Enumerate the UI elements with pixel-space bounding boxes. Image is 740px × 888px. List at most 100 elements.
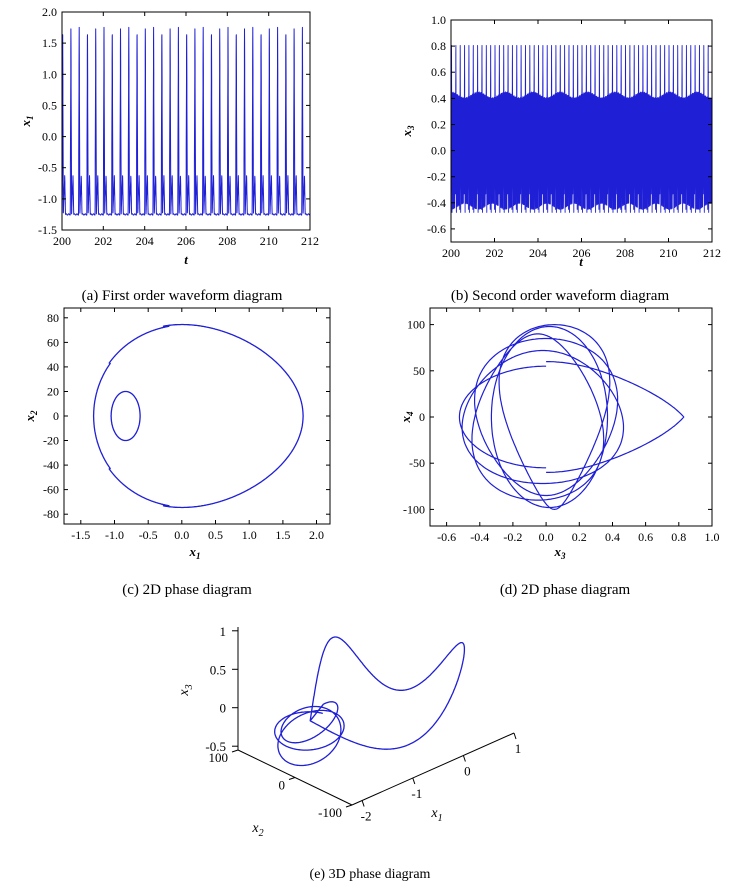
panel-b-xtick-label: 204: [529, 246, 547, 260]
panel-d-ytick-label: -100: [403, 502, 425, 516]
panel-d-xtick-label: 0.0: [539, 530, 554, 544]
panel-c-ytick-label: -80: [43, 507, 59, 521]
panel-b-trace: [450, 45, 713, 213]
panel-c-ytick-label: 40: [47, 360, 59, 374]
panel-e-trace: [274, 636, 466, 767]
panel-a-ytick-label: 0.5: [42, 98, 57, 112]
panel-c: -1.5 -1.0 -0.5 0.0 0.5 1.0 1.5 2.0 -80 -60 -40 -20 0…: [22, 307, 331, 598]
panel-d-ytick-label: 100: [407, 318, 425, 332]
panel-e-caption: (e) 3D phase diagram: [310, 867, 431, 882]
panel-a-xtick-label: 210: [260, 234, 278, 248]
panel-b-ytick-label: 0.6: [431, 65, 446, 79]
panel-b-xtick-label: 200: [442, 246, 460, 260]
panel-a-ytick-label: 0.0: [42, 130, 57, 144]
panel-e-ytick-label: 0: [279, 778, 286, 793]
panel-b-ticks: 200 202 204 206 208 210 212 -0.6 -0.4 -0.2 0.0 0.2 0…: [427, 13, 721, 260]
panel-a-caption: (a) First order waveform diagram: [82, 288, 283, 304]
panel-b-xlabel: t: [579, 254, 583, 269]
panel-d-ytick-label: 0: [419, 410, 425, 424]
panel-e-xtick-label: -1: [411, 786, 422, 801]
panel-c-ylabel: x2: [22, 410, 39, 423]
panel-b-xtick-label: 210: [660, 246, 678, 260]
panel-c-xtick-label: 0.0: [174, 528, 189, 542]
panel-c-caption: (c) 2D phase diagram: [122, 582, 252, 598]
panel-d-ticks: -0.6 -0.4 -0.2 0.0 0.2 0.4 0.6 0.8 1.0 -100 -50 0 50…: [403, 308, 720, 544]
panel-d-ytick-label: 50: [413, 364, 425, 378]
panel-a-ylabel: x1: [18, 116, 35, 128]
panel-e-ylabel: x2: [251, 821, 263, 839]
panel-c-ticks: -1.5 -1.0 -0.5 0.0 0.5 1.0 1.5 2.0 -80 -60 -40 -20 0…: [43, 308, 330, 542]
panel-c-xtick-label: -1.5: [71, 528, 90, 542]
panel-a-xtick-label: 204: [136, 234, 154, 248]
panel-e-xtick-mark: [462, 755, 466, 762]
panel-b-ylabel: x3: [399, 125, 416, 138]
panel-c-ytick-label: -20: [43, 434, 59, 448]
panel-a-xtick-label: 208: [218, 234, 236, 248]
panel-b-ytick-label: 0.4: [431, 91, 446, 105]
panel-d-xtick-label: 1.0: [705, 530, 720, 544]
panel-d-xtick-label: -0.6: [437, 530, 456, 544]
panel-b-xtick-label: 206: [573, 246, 591, 260]
panel-c-ytick-label: 80: [47, 311, 59, 325]
panel-c-xtick-label: 0.5: [208, 528, 223, 542]
panel-a-xlabel: t: [184, 252, 188, 267]
panel-d-xtick-label: 0.2: [572, 530, 587, 544]
panel-d-ylabel: x4: [398, 411, 415, 424]
panel-e-ytick-label: -100: [318, 805, 342, 820]
panel-b-ytick-label: 0.2: [431, 118, 446, 132]
panel-c-xlabel: x1: [189, 544, 201, 561]
panel-d-xlabel: x3: [554, 544, 567, 561]
panel-e-x-axis: [351, 732, 515, 806]
panel-e-xtick-label: -2: [361, 809, 372, 824]
panel-d-trace: [458, 324, 685, 510]
panel-c-xtick-label: 2.0: [309, 528, 324, 542]
panel-e-xtick-mark: [361, 800, 365, 807]
panel-b-ytick-label: 0.0: [431, 144, 446, 158]
panel-a-ytick-label: -0.5: [38, 161, 57, 175]
panel-b-ytick-label: -0.2: [427, 170, 446, 184]
panel-c-xtick-label: -0.5: [139, 528, 158, 542]
panel-c-ytick-label: -40: [43, 458, 59, 472]
panel-a: 200 202 204 206 208 210 212 -1.5 -1.0 -0.5 0.0 0.5 1…: [18, 5, 319, 304]
panel-c-trace: [92, 323, 304, 509]
panel-e-xtick-label: 0: [464, 764, 471, 779]
panel-d-xtick-label: 0.8: [671, 530, 686, 544]
panel-c-xtick-label: -1.0: [105, 528, 124, 542]
panel-c-ytick-label: -60: [43, 483, 59, 497]
panel-d-xtick-label: 0.6: [638, 530, 653, 544]
panel-e-xtick-label: 1: [515, 741, 522, 756]
panel-a-xtick-label: 206: [177, 234, 195, 248]
panel-a-xtick-label: 202: [94, 234, 112, 248]
panel-e-xlabel: x1: [430, 806, 442, 824]
panel-a-ytick-label: 2.0: [42, 5, 57, 19]
panel-b-xtick-label: 208: [616, 246, 634, 260]
panel-e-xtick-mark: [513, 732, 517, 740]
panel-d-ytick-label: -50: [409, 456, 425, 470]
panel-e-ztick-label: 0.5: [210, 662, 226, 677]
panel-e-ztick-label: 1: [220, 624, 227, 639]
panel-d-xtick-label: 0.4: [605, 530, 620, 544]
panel-c-ytick-label: 20: [47, 385, 59, 399]
panel-b-ytick-label: -0.4: [427, 196, 446, 210]
panel-d-xtick-label: -0.2: [503, 530, 522, 544]
panel-e-ytick-mark: [288, 777, 296, 780]
panel-e-ytick-mark: [231, 749, 239, 753]
panel-c-ytick-label: 60: [47, 335, 59, 349]
panel-e-ztick-label: -0.5: [205, 739, 226, 754]
panel-a-ytick-label: -1.0: [38, 192, 57, 206]
panel-d-caption: (d) 2D phase diagram: [500, 582, 631, 598]
panel-e-ytick-mark: [345, 804, 353, 808]
panel-a-ytick-label: 1.5: [42, 36, 57, 50]
panel-e-xtick-mark: [412, 777, 416, 785]
panel-d: -0.6 -0.4 -0.2 0.0 0.2 0.4 0.6 0.8 1.0 -100 -50 0 50…: [398, 307, 720, 598]
panel-b-ytick-label: -0.6: [427, 222, 446, 236]
panel-b-xtick-label: 212: [703, 246, 721, 260]
panel-a-ytick-label: 1.0: [42, 67, 57, 81]
panel-a-ticks: 200 202 204 206 208 210 212 -1.5 -1.0 -0.5 0.0 0.5 1…: [38, 5, 319, 248]
panel-b: 200 202 204 206 208 210 212 -0.6 -0.4 -0.2 0.0 0.2 0…: [399, 13, 721, 304]
panel-d-xtick-label: -0.4: [470, 530, 489, 544]
panel-a-ytick-label: -1.5: [38, 223, 57, 237]
